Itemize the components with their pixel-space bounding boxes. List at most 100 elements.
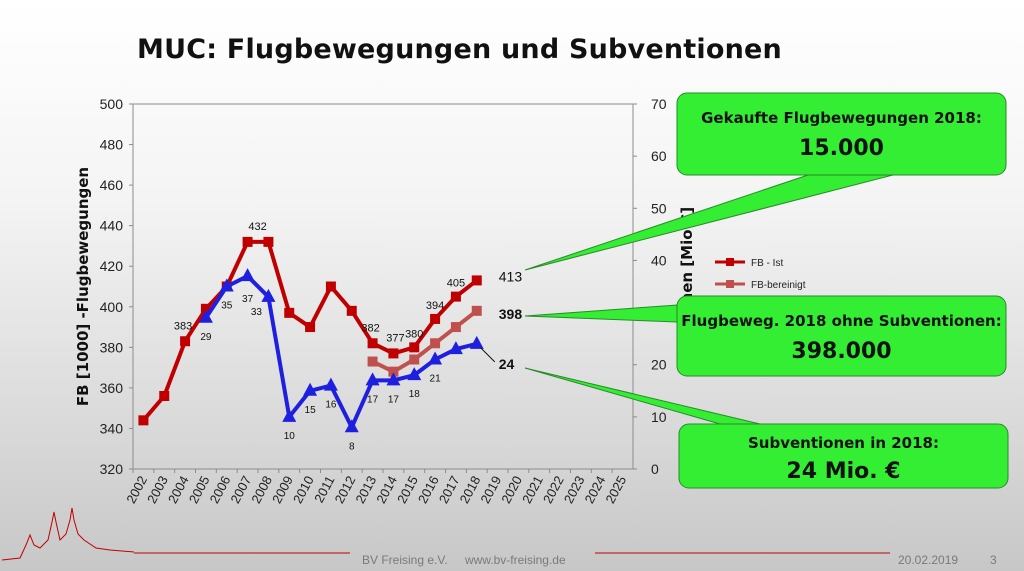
- data-point-marker: [219, 278, 234, 292]
- y-tick-label: 500: [100, 96, 124, 112]
- footer-org: BV Freising e.V.: [362, 553, 448, 567]
- data-label: 24: [499, 356, 515, 372]
- data-point-marker: [448, 341, 463, 355]
- legend-marker: [726, 280, 734, 288]
- data-point-marker: [409, 354, 420, 365]
- data-point-marker: [323, 377, 338, 391]
- data-point-marker: [344, 419, 359, 433]
- footer: BV Freising e.V. www.bv-freising.de: [362, 553, 580, 567]
- page-number: 3: [990, 553, 997, 567]
- data-point-marker: [200, 303, 211, 314]
- data-label: 8: [349, 441, 355, 452]
- y-tick-label: 440: [100, 218, 124, 234]
- legend-label: FB - Ist: [751, 258, 783, 269]
- data-point-marker: [263, 236, 274, 247]
- callout-line2: 398.000: [791, 339, 891, 364]
- data-point-marker: [469, 335, 484, 349]
- data-point-marker: [305, 322, 316, 333]
- data-label: 35: [221, 301, 233, 312]
- data-point-marker: [388, 366, 399, 377]
- callout-line1: Flugbeweg. 2018 ohne Subventionen:: [681, 312, 1001, 330]
- y2-tick-label: 20: [651, 357, 667, 373]
- legend-marker: [726, 258, 734, 266]
- data-point-marker: [303, 382, 318, 396]
- data-label: 382: [361, 322, 379, 334]
- callout-line2: 24 Mio. €: [786, 459, 900, 484]
- data-point-marker: [138, 415, 149, 426]
- y-tick-label: 480: [100, 137, 124, 153]
- y2-tick-label: 50: [651, 200, 667, 216]
- data-label: 17: [388, 394, 400, 405]
- y-tick-label: 320: [100, 461, 124, 477]
- callout-line1: Subventionen in 2018:: [748, 434, 939, 452]
- footer-decoration: [1, 507, 890, 561]
- data-point-marker: [261, 288, 276, 302]
- y-axis-title: FB [1000] -Flugbewegungen: [74, 167, 92, 406]
- y2-tick-label: 0: [651, 461, 659, 477]
- data-label: 413: [499, 268, 523, 284]
- data-point-marker: [430, 338, 441, 349]
- callout-pointer: [524, 174, 894, 271]
- callout-box: [678, 423, 1009, 489]
- data-label: 21: [430, 374, 442, 385]
- callout-1: Gekaufte Flugbewegungen 2018: 15.000: [524, 92, 1007, 271]
- data-label: 398: [499, 306, 523, 322]
- data-point-marker: [367, 338, 378, 349]
- data-point-marker: [346, 305, 357, 316]
- data-label: 37: [242, 294, 254, 305]
- data-label: 432: [248, 221, 266, 233]
- data-point-marker: [367, 356, 378, 367]
- data-point-marker: [407, 367, 422, 381]
- data-point-marker: [282, 408, 297, 422]
- data-label: 394: [426, 300, 444, 312]
- data-point-marker: [471, 305, 482, 316]
- y2-tick-label: 10: [651, 409, 667, 425]
- data-label: 17: [367, 394, 379, 405]
- data-label: 29: [200, 332, 212, 343]
- data-point-marker: [240, 268, 255, 282]
- data-point-marker: [386, 372, 401, 386]
- callout-box: [676, 295, 1007, 377]
- data-label: 16: [325, 400, 337, 411]
- y-tick-label: 380: [100, 339, 124, 355]
- x-tick-label: 2010: [290, 473, 317, 506]
- data-point-marker: [284, 307, 295, 318]
- y2-tick-label: 40: [651, 252, 667, 268]
- data-point-marker: [428, 351, 443, 365]
- data-point-marker: [198, 309, 213, 323]
- data-label: 377: [386, 332, 404, 344]
- plot-area-frame: [132, 103, 634, 470]
- data-label: 10: [284, 431, 296, 442]
- data-point-marker: [325, 281, 336, 292]
- footer-url[interactable]: www.bv-freising.de: [464, 553, 566, 567]
- data-label: 15: [305, 405, 317, 416]
- callout-line1: Gekaufte Flugbewegungen 2018:: [701, 109, 982, 127]
- data-label: 33: [251, 307, 263, 318]
- data-point-marker: [180, 336, 191, 347]
- x-tick-label: 2025: [602, 473, 629, 506]
- y-tick-label: 340: [100, 420, 124, 436]
- legend-label: FB-bereinigt: [751, 280, 806, 291]
- data-point-marker: [388, 348, 399, 359]
- callout-line2: 15.000: [799, 136, 884, 161]
- y-tick-label: 420: [100, 258, 124, 274]
- data-label: 18: [409, 389, 421, 400]
- callout-box: [676, 92, 1007, 176]
- callout-2: Flugbeweg. 2018 ohne Subventionen: 398.00…: [524, 295, 1007, 377]
- callout-pointer: [524, 304, 678, 323]
- slide-title: MUC: Flugbewegungen und Subventionen: [137, 34, 782, 65]
- data-point-marker: [365, 372, 380, 386]
- data-point-marker: [471, 275, 482, 286]
- footer-date: 20.02.2019: [898, 553, 959, 567]
- y2-tick-label: 60: [651, 148, 667, 164]
- freising-skyline-icon: [1, 507, 135, 561]
- y-tick-label: 360: [100, 380, 124, 396]
- y-tick-label: 460: [100, 177, 124, 193]
- data-point-marker: [242, 236, 253, 247]
- callout-3: Subventionen in 2018: 24 Mio. €: [524, 367, 1009, 489]
- data-point-marker: [430, 313, 441, 324]
- data-point-marker: [450, 322, 461, 333]
- data-label: 405: [447, 278, 465, 290]
- y2-tick-label: 70: [651, 96, 667, 112]
